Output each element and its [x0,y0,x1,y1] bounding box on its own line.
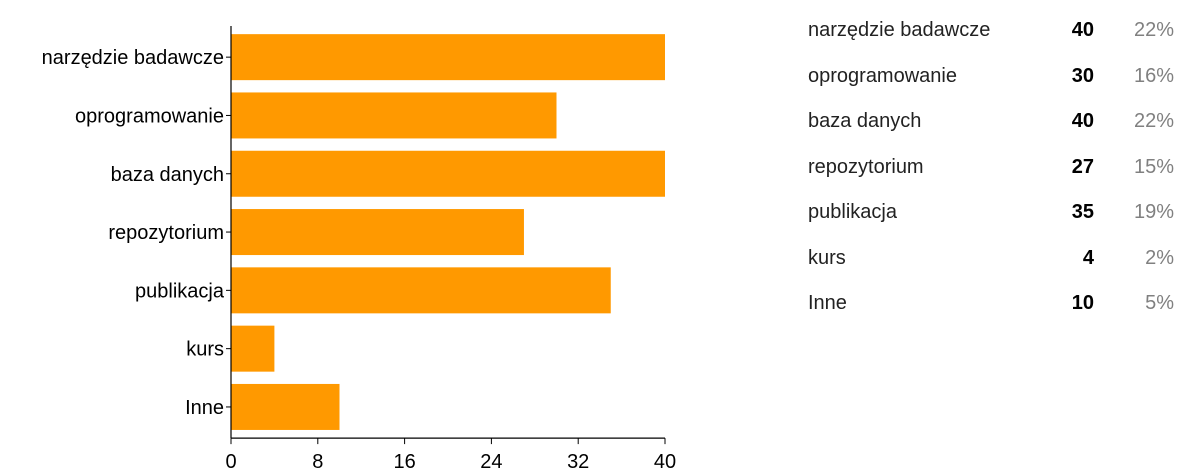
category-label: kurs [186,339,224,361]
summary-percent: 19% [1133,201,1174,224]
category-label: oprogramowanie [75,105,224,127]
summary-count: 40 [1071,19,1094,42]
summary-row: baza danych 40 22% [808,99,1174,145]
summary-row: repozytorium 27 15% [808,145,1174,191]
summary-percent: 2% [1145,246,1174,269]
summary-count: 10 [1071,292,1094,315]
summary-count: 4 [1082,246,1094,269]
summary-count: 27 [1071,155,1094,178]
bar [231,383,340,430]
summary-label: narzędzie badawcze [808,19,991,42]
x-tick-label: 0 [225,451,236,473]
summary-label: Inne [808,292,847,315]
summary-count: 40 [1071,110,1094,133]
category-label: repozytorium [108,222,224,244]
summary-percent: 22% [1133,19,1174,42]
summary-count: 30 [1071,64,1094,87]
x-tick-label: 8 [312,451,323,473]
summary-label: publikacja [808,201,897,224]
x-tick-label: 40 [654,451,676,473]
x-tick-label: 24 [480,451,502,473]
bar [231,150,665,197]
x-tick-label: 16 [393,451,415,473]
summary-percent: 5% [1145,292,1174,315]
summary-percent: 22% [1133,110,1174,133]
summary-row: oprogramowanie 30 16% [808,54,1174,100]
summary-row: narzędzie badawcze 40 22% [808,8,1174,54]
summary-row: kurs 4 2% [808,236,1174,282]
summary-label: baza danych [808,110,922,133]
summary-label: repozytorium [808,155,924,178]
summary-table: narzędzie badawcze 40 22% oprogramowanie 30 1… [808,8,1174,327]
bar [231,325,275,372]
summary-percent: 15% [1133,155,1174,178]
summary-count: 35 [1071,201,1094,224]
bar [231,267,611,314]
summary-label: kurs [808,246,846,269]
category-label: publikacja [135,280,225,302]
category-label: baza danych [111,164,224,186]
category-label: narzędzie badawcze [42,47,224,69]
summary-label: oprogramowanie [808,64,957,87]
bar [231,92,557,139]
bar [231,34,665,81]
summary-table-body: narzędzie badawcze 40 22% oprogramowanie 30 1… [808,8,1174,327]
summary-percent: 16% [1133,64,1174,87]
summary-row: Inne 10 5% [808,281,1174,327]
category-label: Inne [185,397,224,419]
bar-chart: narzędzie badawcze oprogramowanie baza dan… [42,26,676,473]
bar [231,209,524,256]
x-tick-label: 32 [567,451,589,473]
summary-row: publikacja 35 19% [808,190,1174,236]
